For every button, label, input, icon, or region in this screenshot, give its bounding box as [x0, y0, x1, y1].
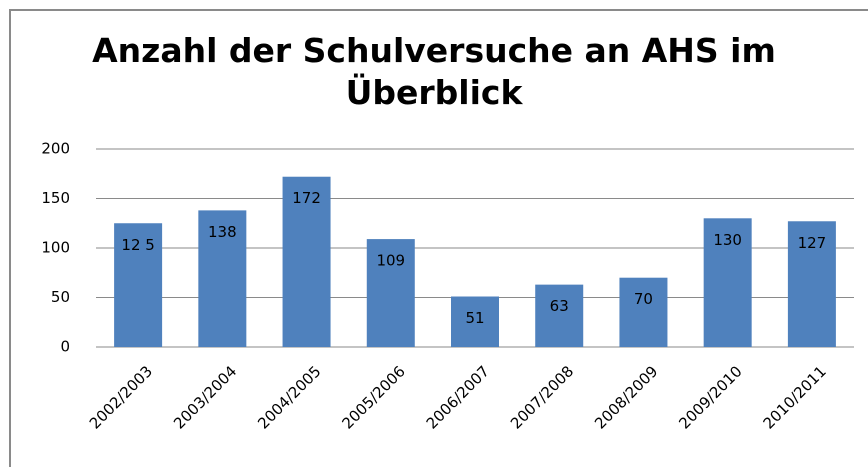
x-tick-label: 2005/2006 — [338, 362, 408, 432]
data-label: 127 — [798, 234, 827, 252]
chart-title: Anzahl der Schulversuche an AHS im Überb… — [92, 31, 776, 112]
x-tick-label: 2007/2008 — [507, 362, 577, 432]
chart-frame — [9, 9, 868, 467]
y-tick-label: 50 — [51, 288, 70, 306]
bar — [787, 221, 836, 347]
y-tick-label: 150 — [41, 189, 70, 207]
bar — [703, 218, 752, 347]
x-tick-label: 2002/2003 — [86, 362, 156, 432]
data-label: 70 — [634, 290, 653, 308]
x-tick-label: 2004/2005 — [254, 362, 324, 432]
bar — [366, 239, 415, 347]
x-tick-label: 2003/2004 — [170, 362, 240, 432]
data-label: 172 — [292, 189, 321, 207]
y-tick-label: 0 — [60, 338, 70, 356]
bar — [535, 284, 584, 347]
bar — [451, 296, 499, 347]
x-tick-label: 2006/2007 — [423, 362, 493, 432]
bar — [114, 223, 163, 347]
bar — [619, 277, 668, 347]
bar — [282, 176, 331, 347]
x-tick-label: 2010/2011 — [760, 362, 830, 432]
x-tick-label: 2008/2009 — [591, 362, 661, 432]
y-tick-label: 200 — [41, 140, 70, 158]
data-label: 109 — [376, 252, 405, 270]
data-label: 138 — [208, 223, 237, 241]
y-tick-label: 100 — [41, 239, 70, 257]
x-tick-label: 2009/2010 — [675, 362, 745, 432]
data-label: 130 — [713, 231, 742, 249]
data-label: 63 — [550, 297, 569, 315]
data-label: 12 5 — [121, 236, 154, 254]
bar — [198, 210, 247, 347]
data-label: 51 — [465, 309, 484, 327]
